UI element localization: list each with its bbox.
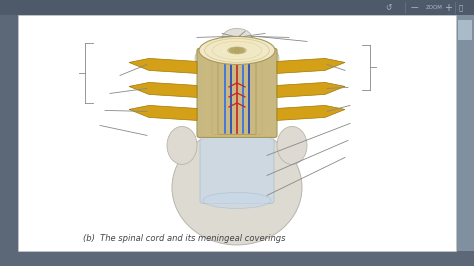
Ellipse shape	[172, 130, 302, 245]
Ellipse shape	[235, 49, 239, 51]
Polygon shape	[129, 59, 197, 73]
Polygon shape	[277, 105, 345, 120]
Ellipse shape	[195, 47, 219, 69]
Polygon shape	[277, 82, 345, 97]
Polygon shape	[277, 59, 345, 73]
Polygon shape	[129, 82, 197, 97]
Text: (b)  The spinal cord and its meningeal coverings: (b) The spinal cord and its meningeal co…	[83, 234, 285, 243]
Text: ↺: ↺	[385, 3, 392, 12]
Ellipse shape	[277, 126, 307, 164]
Text: +: +	[444, 3, 452, 13]
Text: ⤢: ⤢	[459, 5, 463, 11]
Bar	[457, 15, 474, 251]
FancyBboxPatch shape	[200, 132, 274, 203]
Ellipse shape	[199, 36, 275, 64]
Text: —: —	[411, 3, 419, 12]
Ellipse shape	[167, 126, 197, 164]
Text: ZOOM: ZOOM	[425, 5, 442, 10]
Bar	[18, 15, 456, 251]
Bar	[458, 20, 472, 40]
Bar	[0, 0, 474, 15]
FancyBboxPatch shape	[197, 48, 277, 138]
Polygon shape	[129, 105, 197, 120]
Ellipse shape	[228, 47, 246, 54]
Ellipse shape	[203, 192, 271, 209]
Ellipse shape	[222, 28, 252, 48]
Ellipse shape	[255, 47, 279, 69]
